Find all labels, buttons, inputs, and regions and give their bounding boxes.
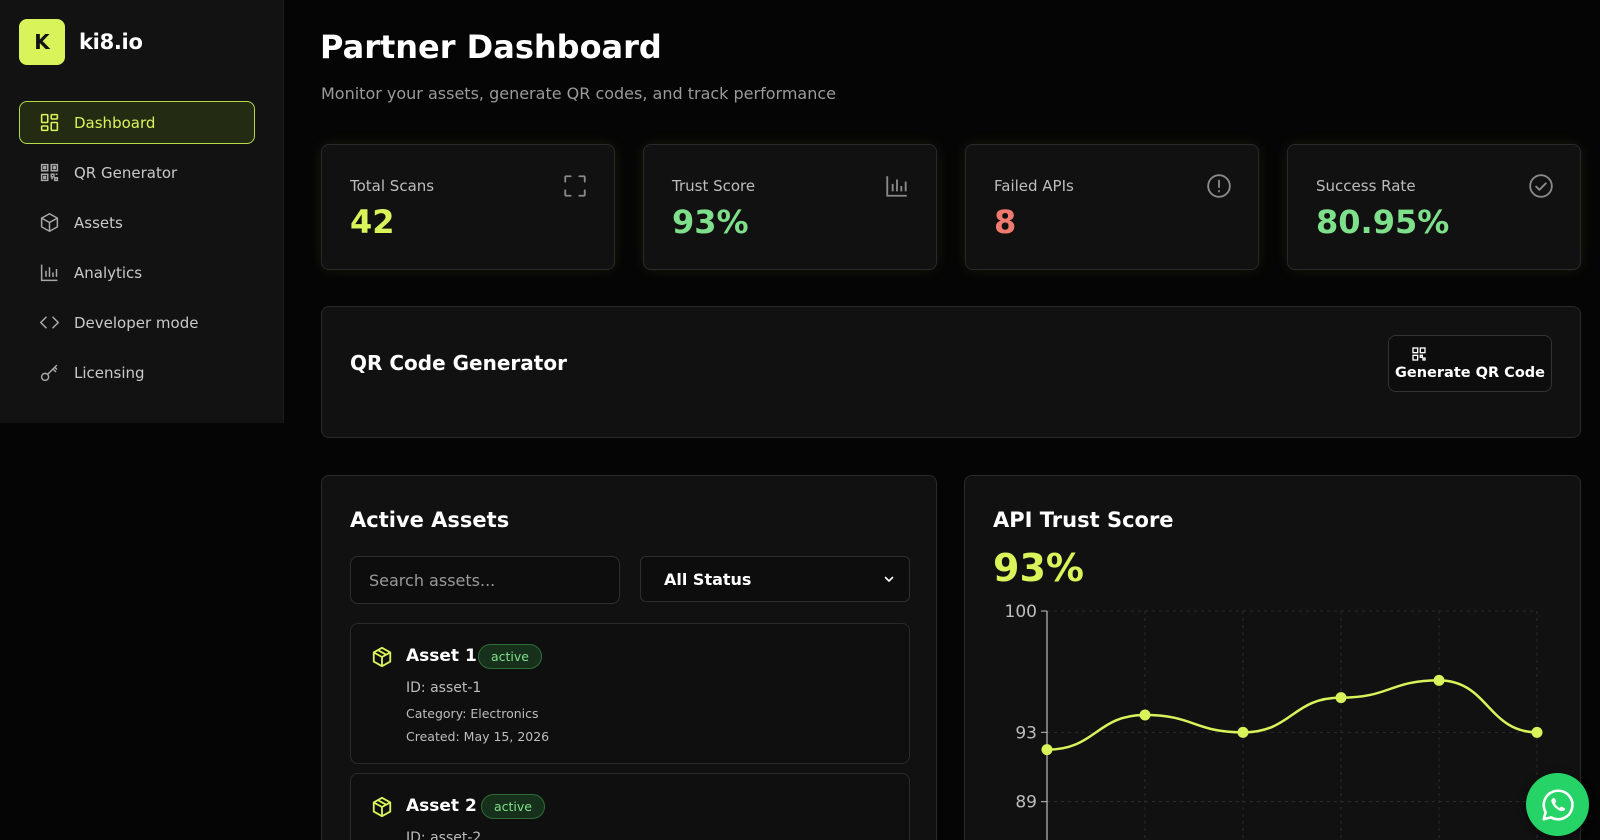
brand[interactable]: K ki8.io	[19, 19, 143, 65]
stat-label: Failed APIs	[994, 177, 1074, 195]
api-trust-score-panel: API Trust Score 93% 100 93 89	[964, 475, 1581, 840]
search-assets-input[interactable]	[350, 556, 620, 604]
sidebar: K ki8.io Dashboard QR Generator Assets	[0, 0, 284, 423]
bar-chart-icon	[38, 262, 60, 284]
asset-id: ID: asset-2	[406, 830, 482, 840]
data-point	[1433, 674, 1445, 686]
cube-icon	[372, 646, 392, 668]
brand-logo: K	[19, 19, 65, 65]
status-filter-value: All Status	[664, 569, 752, 589]
stat-value: 80.95%	[1316, 203, 1450, 241]
stat-card-trust-score: Trust Score 93%	[643, 144, 937, 270]
active-assets-panel: Active Assets All Status Asset 1 active …	[321, 475, 937, 840]
cube-icon	[372, 796, 392, 818]
stat-card-failed-apis: Failed APIs 8	[965, 144, 1259, 270]
stat-label: Trust Score	[672, 177, 756, 195]
check-circle-icon	[1528, 173, 1554, 199]
y-tick-label: 93	[1015, 723, 1037, 743]
series-line	[1046, 679, 1538, 751]
brand-name: ki8.io	[79, 30, 143, 54]
stat-value: 42	[350, 203, 395, 241]
page-title: Partner Dashboard	[320, 28, 662, 66]
sidebar-item-licensing[interactable]: Licensing	[19, 351, 255, 394]
sidebar-item-label: Developer mode	[74, 313, 199, 332]
bar-chart-icon	[884, 173, 910, 199]
data-point	[1531, 726, 1543, 738]
sidebar-item-label: QR Generator	[74, 163, 178, 182]
sidebar-item-label: Dashboard	[74, 113, 156, 132]
status-badge: active	[478, 644, 542, 669]
api-trust-score-value: 93%	[993, 546, 1084, 590]
chevron-down-icon	[884, 576, 894, 582]
sidebar-item-developer-mode[interactable]: Developer mode	[19, 301, 255, 344]
qr-generator-panel: QR Code Generator Generate QR Code	[321, 306, 1581, 438]
whatsapp-icon	[1541, 788, 1574, 821]
asset-card[interactable]: Asset 2 active ID: asset-2	[350, 773, 910, 840]
stat-card-total-scans: Total Scans 42	[321, 144, 615, 270]
sidebar-item-qr-generator[interactable]: QR Generator	[19, 151, 255, 194]
qr-generator-title: QR Code Generator	[350, 351, 567, 375]
y-tick-label: 89	[1015, 793, 1037, 813]
whatsapp-chat-button[interactable]	[1526, 773, 1589, 836]
alert-circle-icon	[1206, 173, 1232, 199]
sidebar-item-label: Analytics	[74, 263, 143, 282]
sidebar-nav: Dashboard QR Generator Assets Analytics …	[19, 101, 255, 401]
page-subtitle: Monitor your assets, generate QR codes, …	[321, 84, 836, 103]
generate-qr-label: Generate QR Code	[1395, 365, 1545, 381]
data-point	[1335, 692, 1347, 704]
data-point	[1139, 709, 1151, 721]
sidebar-item-label: Assets	[74, 213, 123, 232]
sidebar-item-assets[interactable]: Assets	[19, 201, 255, 244]
key-icon	[38, 362, 60, 384]
stat-value: 93%	[672, 203, 749, 241]
api-trust-score-title: API Trust Score	[993, 508, 1174, 532]
sidebar-item-analytics[interactable]: Analytics	[19, 251, 255, 294]
cube-icon	[38, 212, 60, 234]
asset-category: Category: Electronics	[406, 706, 539, 721]
trust-score-chart: 100 93 89	[1005, 602, 1543, 840]
qr-code-icon	[1412, 347, 1426, 361]
scan-frame-icon	[562, 173, 588, 199]
asset-card[interactable]: Asset 1 active ID: asset-1 Category: Ele…	[350, 623, 910, 764]
status-filter-select[interactable]: All Status	[640, 556, 910, 602]
data-point	[1041, 744, 1053, 756]
stat-card-success-rate: Success Rate 80.95%	[1287, 144, 1581, 270]
dashboard-grid-icon	[38, 112, 60, 134]
asset-name: Asset 1	[406, 646, 477, 666]
y-tick-label: 100	[1005, 602, 1037, 622]
sidebar-item-dashboard[interactable]: Dashboard	[19, 101, 255, 144]
data-point	[1237, 726, 1249, 738]
stat-label: Total Scans	[350, 177, 435, 195]
code-brackets-icon	[38, 312, 60, 334]
active-assets-title: Active Assets	[350, 508, 510, 532]
stats-row: Total Scans 42 Trust Score 93% Failed AP…	[321, 144, 1581, 270]
sidebar-item-label: Licensing	[74, 363, 145, 382]
generate-qr-button[interactable]: Generate QR Code	[1388, 335, 1552, 392]
stat-label: Success Rate	[1316, 177, 1416, 195]
qr-code-icon	[38, 162, 60, 184]
stat-value: 8	[994, 203, 1017, 241]
asset-id: ID: asset-1	[406, 680, 482, 696]
asset-name: Asset 2	[406, 796, 477, 816]
asset-created: Created: May 15, 2026	[406, 729, 550, 744]
status-badge: active	[481, 794, 545, 819]
